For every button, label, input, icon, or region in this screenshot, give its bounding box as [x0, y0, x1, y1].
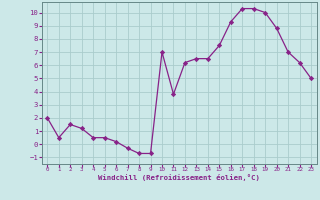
X-axis label: Windchill (Refroidissement éolien,°C): Windchill (Refroidissement éolien,°C) — [98, 174, 260, 181]
